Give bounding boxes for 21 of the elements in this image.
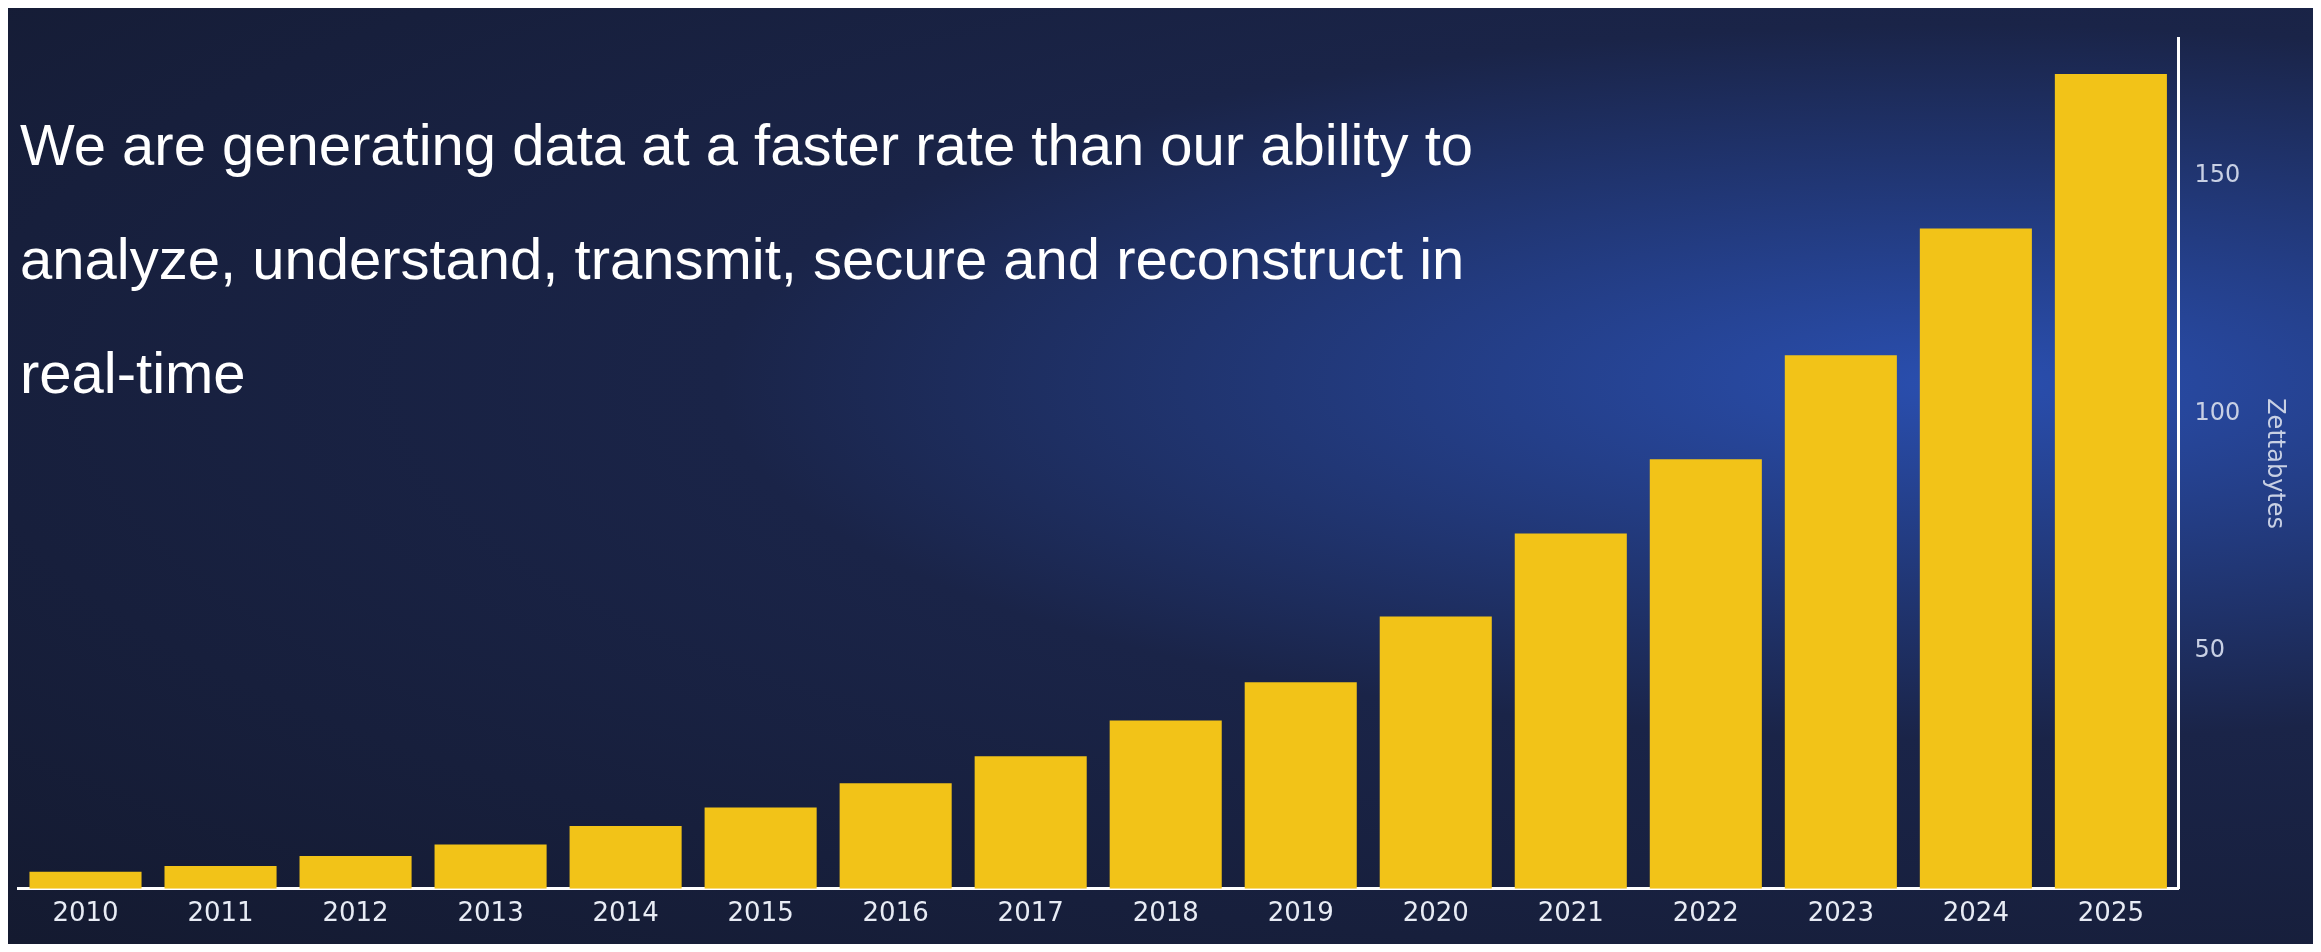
y-tick-label: 50 (2194, 635, 2225, 664)
x-tick-label: 2017 (997, 897, 1064, 928)
y-axis-title: Zettabytes (2262, 398, 2291, 530)
x-tick-label: 2025 (2077, 897, 2144, 928)
x-tick-label: 2024 (1942, 897, 2009, 928)
x-tick-label: 2012 (322, 897, 389, 928)
x-tick-label: 2016 (862, 897, 929, 928)
x-tick-label: 2019 (1267, 897, 1334, 928)
x-tick-label: 2020 (1402, 897, 1469, 928)
x-tick-label: 2013 (457, 897, 524, 928)
x-tick-label: 2021 (1537, 897, 1604, 928)
x-tick-label: 2014 (592, 897, 659, 928)
x-tick-label: 2022 (1672, 897, 1739, 928)
text: We are generating data at a faster rate than our ability to analyze, understand, transmit, secure and reconstruct in real-time (20, 111, 1475, 407)
y-tick-label: 100 (2194, 397, 2241, 426)
x-tick-label: 2010 (52, 897, 119, 928)
x-tick-label: 2011 (187, 897, 254, 928)
x-tick-label: 2015 (727, 897, 794, 928)
y-tick-label: 150 (2194, 160, 2241, 189)
x-tick-label: 2018 (1132, 897, 1199, 928)
x-tick-label: 2023 (1807, 897, 1874, 928)
